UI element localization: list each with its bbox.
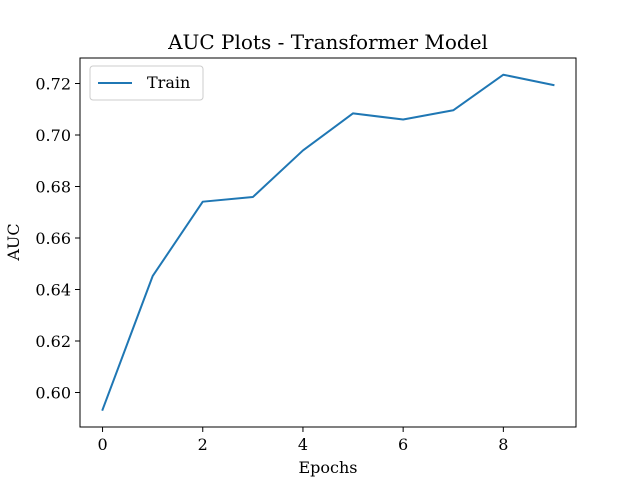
legend-label-train: Train: [147, 73, 190, 92]
y-tick-label: 0.66: [35, 229, 71, 248]
x-tick-label: 0: [97, 435, 107, 454]
x-tick-label: 8: [498, 435, 508, 454]
legend-box: [89, 65, 204, 101]
legend: Train: [89, 65, 204, 101]
x-tick-label: 2: [198, 435, 208, 454]
series-line-train: [101, 73, 555, 412]
series-layer: [101, 73, 555, 412]
y-tick-label: 0.70: [35, 126, 71, 145]
x-tick-label: 4: [298, 435, 308, 454]
chart-title: AUC Plots - Transformer Model: [167, 30, 488, 54]
y-tick-label: 0.72: [35, 74, 71, 93]
y-tick-label: 0.62: [35, 332, 71, 351]
ticks-layer: 0 2 4 6 8 0.60 0.62 0.64 0.66 0.68 0.70 0.72: [35, 74, 508, 454]
y-tick-label: 0.68: [35, 177, 71, 196]
y-tick-label: 0.64: [35, 280, 71, 299]
y-axis-label: AUC: [4, 223, 23, 261]
plot-frame: [79, 57, 577, 428]
x-axis-label: Epochs: [298, 458, 357, 477]
x-tick-label: 6: [398, 435, 408, 454]
y-tick-label: 0.60: [35, 383, 71, 402]
